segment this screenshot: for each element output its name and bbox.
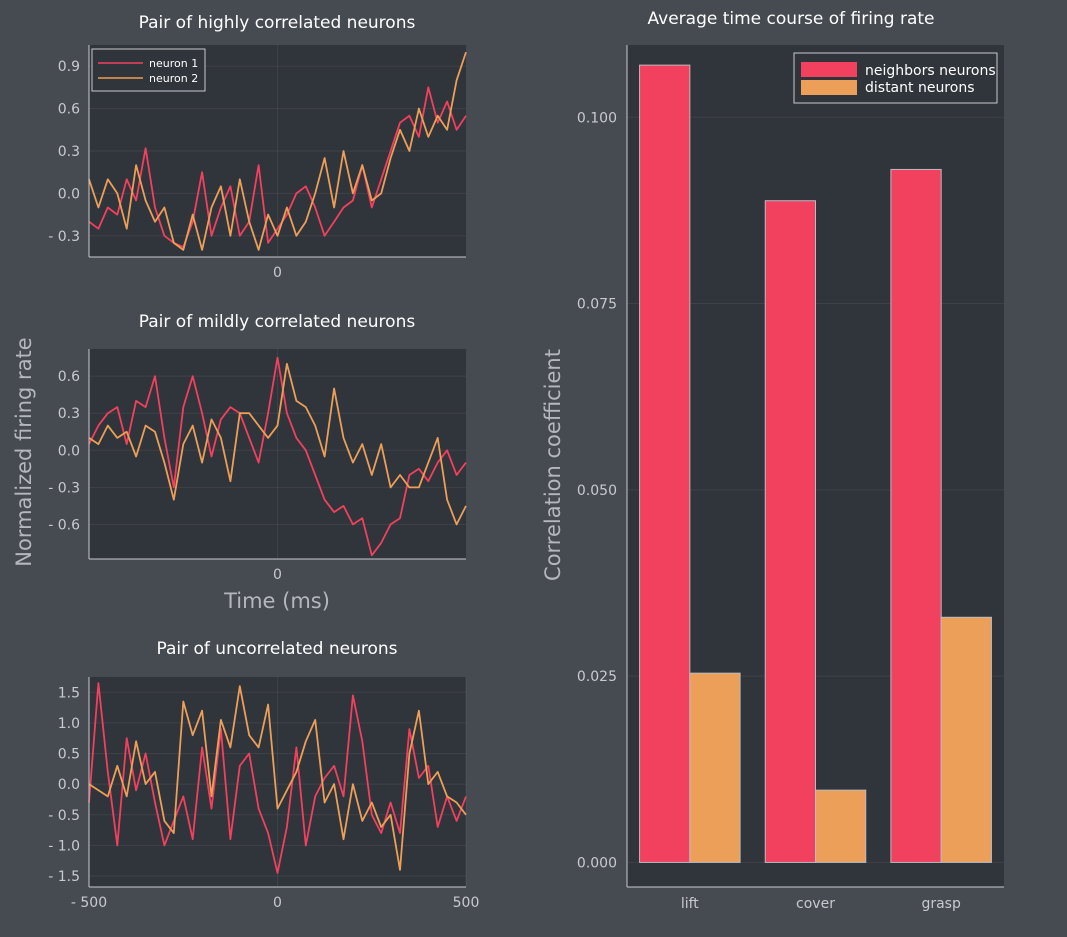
y-tick-label: 1.0 (58, 716, 80, 732)
bar-lift-distant-neurons (689, 672, 741, 863)
y-tick-label: - 1.5 (48, 869, 80, 885)
y-tick-label: 0.0 (58, 186, 80, 202)
series-line-neuron-2 (88, 362, 467, 526)
y-tick-label: 0.050 (577, 483, 617, 499)
chart-uncorrelated: Pair of uncorrelated neurons 1.5 1.0 0.5 0.… (48, 639, 479, 911)
y-tick-label: 0.6 (58, 102, 80, 118)
legend-swatch-distant (801, 80, 857, 95)
y-tick-label: 0.0 (58, 443, 80, 459)
y-tick-label: - 0.3 (48, 480, 80, 496)
plot-area-mildly-correlated: 0.6 0.3 0.0 - 0.3 - 0.6 0 (48, 349, 467, 583)
legend-box (91, 48, 206, 92)
y-tick-label: - 0.3 (48, 229, 80, 245)
chart-title: Pair of uncorrelated neurons (157, 639, 398, 659)
series-line-neuron-1 (88, 356, 467, 557)
y-tick-label: - 0.6 (48, 517, 80, 533)
chart-highly-correlated: Pair of highly correlated neurons 0.9 0.6… (48, 13, 467, 281)
y-axis-label: Correlation coefficient (541, 349, 565, 581)
y-axis-label: Normalized firing rate (12, 337, 36, 566)
series-line-neuron-1 (88, 682, 467, 874)
x-tick-label: 0 (273, 567, 282, 583)
y-tick-label: - 0.5 (48, 808, 80, 824)
series-line-neuron-2 (88, 51, 467, 251)
y-tick-label: 1.5 (58, 685, 80, 701)
bar-grasp-neighbors-neurons (890, 168, 942, 863)
y-tick-label: 0.100 (577, 110, 617, 126)
legend-label-distant: distant neurons (865, 80, 975, 96)
plot-area-bars: 0.000 0.025 0.050 0.075 0.100 lift cover grasp (577, 45, 1004, 912)
series-line-neuron-1 (88, 86, 467, 249)
x-tick-label: 0 (273, 265, 282, 281)
y-tick-label: 0.075 (577, 297, 617, 313)
legend: neighbors neurons distant neurons (793, 52, 998, 104)
bar-lift-neighbors-neurons (639, 64, 691, 863)
x-tick-label: cover (796, 896, 835, 912)
y-tick-label: 0.3 (58, 406, 80, 422)
chart-title: Pair of mildly correlated neurons (139, 312, 416, 332)
chart-title: Pair of highly correlated neurons (139, 13, 416, 33)
y-tick-label: 0.9 (58, 59, 80, 75)
x-axis-label: Time (ms) (223, 589, 330, 613)
x-tick-label: grasp (921, 896, 961, 912)
x-tick-label: 0 (273, 895, 282, 911)
series-line-neuron-2 (88, 685, 467, 871)
y-tick-label: 0.025 (577, 669, 617, 685)
y-tick-label: 0.000 (577, 855, 617, 871)
y-tick-label: 0.3 (58, 144, 80, 160)
chart-mildly-correlated: Pair of mildly correlated neurons 0.6 0.3… (12, 312, 467, 613)
x-tick-label: 500 (453, 895, 480, 911)
y-tick-label: 0.0 (58, 777, 80, 793)
y-tick-label: 0.6 (58, 369, 80, 385)
bar-cover-neighbors-neurons (764, 200, 817, 863)
plot-area-uncorrelated: 1.5 1.0 0.5 0.0 - 0.5 - 1.0 - 1.5 - 500 0 500 (48, 677, 479, 911)
legend-label-neuron-2: neuron 2 (149, 72, 198, 85)
chart-firing-rate-bars: Average time course of firing rate 0.000… (541, 9, 1004, 912)
legend: neuron 1 neuron 2 (91, 48, 206, 92)
legend-label-neighbors: neighbors neurons (865, 63, 996, 79)
bar-grasp-distant-neurons (940, 616, 992, 863)
x-tick-label: - 500 (71, 895, 107, 911)
bar-cover-distant-neurons (815, 789, 867, 863)
legend-label-neuron-1: neuron 1 (149, 57, 198, 70)
chart-title: Average time course of firing rate (648, 9, 935, 29)
y-tick-label: - 1.0 (48, 838, 80, 854)
legend-swatch-neighbors (801, 62, 857, 77)
y-tick-label: 0.5 (58, 747, 80, 763)
x-tick-label: lift (681, 896, 699, 912)
